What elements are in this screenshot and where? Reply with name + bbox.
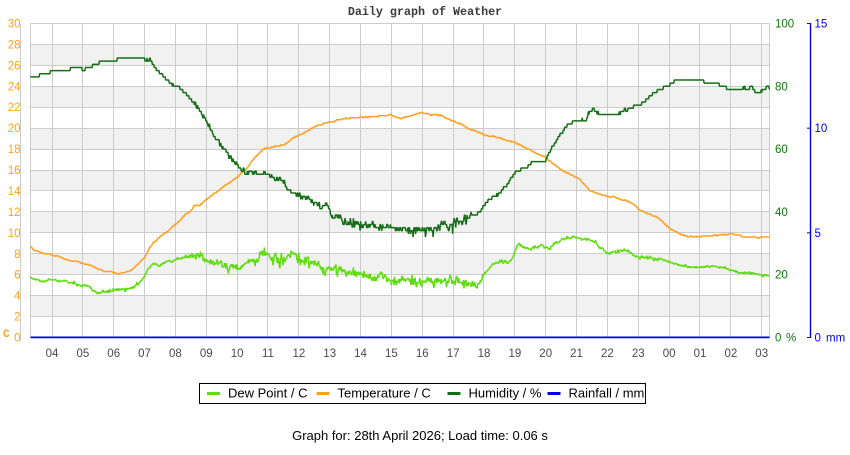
svg-text:15: 15 xyxy=(815,19,828,31)
svg-text:12: 12 xyxy=(292,348,305,360)
svg-text:00: 00 xyxy=(663,348,676,360)
svg-text:02: 02 xyxy=(724,348,737,360)
svg-text:14: 14 xyxy=(354,348,367,360)
svg-text:10: 10 xyxy=(815,123,828,135)
svg-text:18: 18 xyxy=(478,348,491,360)
svg-text:04: 04 xyxy=(46,348,59,360)
svg-text:23: 23 xyxy=(632,348,645,360)
svg-text:11: 11 xyxy=(262,348,274,360)
svg-text:6: 6 xyxy=(14,270,20,282)
svg-text:C: C xyxy=(3,329,10,341)
svg-text:22: 22 xyxy=(601,348,614,360)
svg-text:22: 22 xyxy=(8,102,21,114)
svg-text:Temperature / C: Temperature / C xyxy=(338,386,431,401)
svg-text:26: 26 xyxy=(8,60,21,72)
svg-text:24: 24 xyxy=(8,81,21,93)
svg-text:12: 12 xyxy=(8,207,21,219)
svg-text:0: 0 xyxy=(14,333,20,345)
svg-text:07: 07 xyxy=(138,348,151,360)
svg-text:8: 8 xyxy=(14,249,20,261)
svg-text:17: 17 xyxy=(447,348,460,360)
svg-text:Rainfall / mm: Rainfall / mm xyxy=(569,386,645,401)
svg-text:0: 0 xyxy=(775,333,781,345)
svg-text:30: 30 xyxy=(8,19,21,31)
svg-text:Graph for: 28th April 2026; Lo: Graph for: 28th April 2026; Load time: 0… xyxy=(292,428,548,443)
svg-text:21: 21 xyxy=(570,348,583,360)
svg-text:100: 100 xyxy=(775,19,794,31)
svg-text:19: 19 xyxy=(508,348,521,360)
svg-text:01: 01 xyxy=(694,348,707,360)
svg-text:2: 2 xyxy=(14,312,20,324)
svg-text:18: 18 xyxy=(8,144,21,156)
svg-text:09: 09 xyxy=(200,348,213,360)
svg-text:80: 80 xyxy=(775,81,788,93)
svg-text:5: 5 xyxy=(815,228,821,240)
svg-text:Humidity / %: Humidity / % xyxy=(469,386,542,401)
svg-text:mm: mm xyxy=(826,333,845,345)
svg-text:60: 60 xyxy=(775,144,788,156)
svg-text:10: 10 xyxy=(231,348,244,360)
svg-text:Dew Point / C: Dew Point / C xyxy=(228,386,307,401)
svg-text:Daily graph of Weather: Daily graph of Weather xyxy=(348,5,502,19)
svg-text:4: 4 xyxy=(14,291,21,303)
svg-text:13: 13 xyxy=(323,348,336,360)
svg-text:40: 40 xyxy=(775,207,788,219)
svg-text:05: 05 xyxy=(76,348,89,360)
svg-text:16: 16 xyxy=(8,165,21,177)
svg-text:06: 06 xyxy=(107,348,120,360)
svg-text:28: 28 xyxy=(8,39,21,51)
svg-text:14: 14 xyxy=(8,186,21,198)
svg-text:20: 20 xyxy=(8,123,21,135)
svg-text:10: 10 xyxy=(8,228,21,240)
svg-text:03: 03 xyxy=(755,348,768,360)
svg-text:0: 0 xyxy=(815,333,821,345)
svg-text:20: 20 xyxy=(775,270,788,282)
svg-text:20: 20 xyxy=(539,348,552,360)
svg-text:08: 08 xyxy=(169,348,182,360)
svg-text:16: 16 xyxy=(416,348,429,360)
svg-text:15: 15 xyxy=(385,348,398,360)
svg-text:%: % xyxy=(786,333,796,345)
